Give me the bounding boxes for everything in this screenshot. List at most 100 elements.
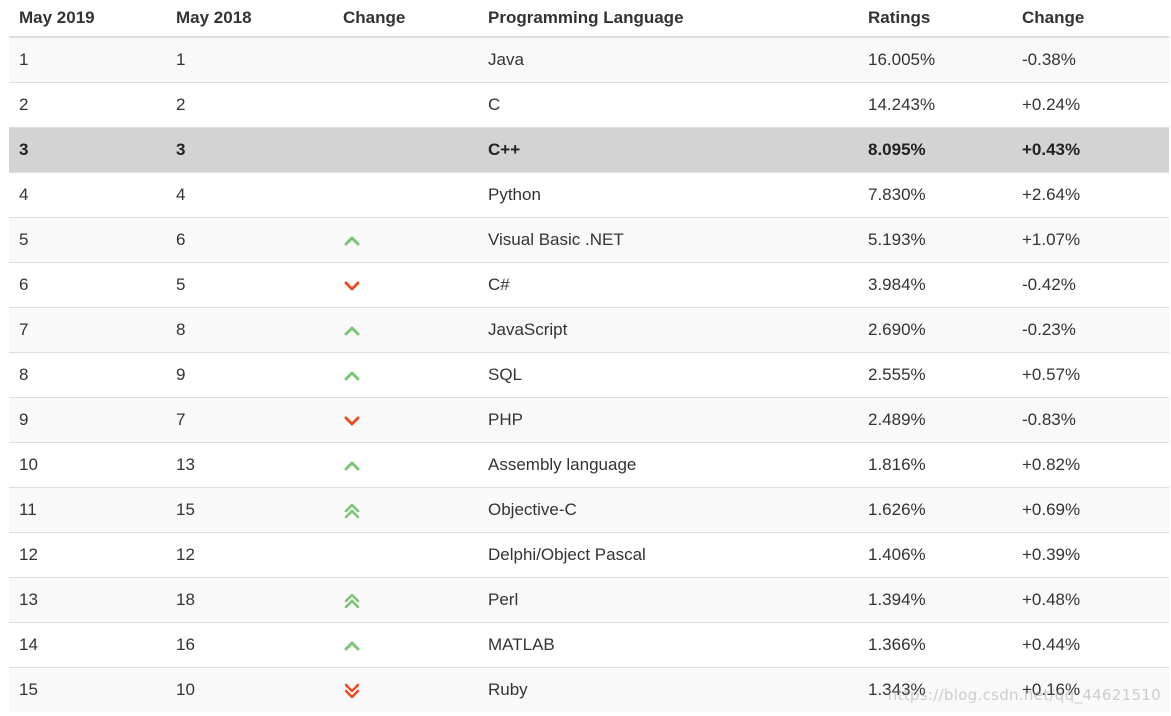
rating-cell: 2.555% xyxy=(868,352,1022,398)
rating-change-cell: +2.64% xyxy=(1022,172,1169,218)
rating-cell: 1.626% xyxy=(868,487,1022,533)
language-cell: C++ xyxy=(488,127,868,173)
trend-cell xyxy=(343,307,488,353)
language-cell: PHP xyxy=(488,397,868,443)
double-chevron-down-icon xyxy=(343,682,361,700)
rank-2018-cell: 18 xyxy=(176,577,343,623)
table-row: 6 5 C# 3.984% -0.42% xyxy=(9,262,1169,308)
chevron-down-icon xyxy=(343,412,361,430)
rank-2018-cell: 15 xyxy=(176,487,343,533)
header-ratings: Ratings xyxy=(868,0,1022,38)
language-cell: Objective-C xyxy=(488,487,868,533)
rank-2019-cell: 12 xyxy=(9,532,176,578)
chevron-up-icon xyxy=(343,637,361,655)
table-row: 14 16 MATLAB 1.366% +0.44% xyxy=(9,622,1169,668)
rating-cell: 2.690% xyxy=(868,307,1022,353)
rank-2019-cell: 7 xyxy=(9,307,176,353)
trend-cell xyxy=(343,577,488,623)
trend-cell xyxy=(343,487,488,533)
rank-2019-cell: 1 xyxy=(9,36,176,83)
rating-cell: 16.005% xyxy=(868,36,1022,83)
table-row: 12 12 Delphi/Object Pascal 1.406% +0.39% xyxy=(9,532,1169,578)
rank-2019-cell: 10 xyxy=(9,442,176,488)
rating-change-cell: -0.42% xyxy=(1022,262,1169,308)
rating-cell: 1.394% xyxy=(868,577,1022,623)
chevron-up-icon xyxy=(343,457,361,475)
rank-2018-cell: 4 xyxy=(176,172,343,218)
rank-2018-cell: 1 xyxy=(176,36,343,83)
language-cell: JavaScript xyxy=(488,307,868,353)
header-programming-language: Programming Language xyxy=(488,0,868,38)
table-row: 10 13 Assembly language 1.816% +0.82% xyxy=(9,442,1169,488)
trend-cell xyxy=(343,127,488,173)
header-row: May 2019 May 2018 Change Programming Lan… xyxy=(9,0,1169,38)
rating-change-cell: -0.83% xyxy=(1022,397,1169,443)
table-row: 11 15 Objective-C 1.626% +0.69% xyxy=(9,487,1169,533)
header-change-rank: Change xyxy=(343,0,488,38)
rating-cell: 8.095% xyxy=(868,127,1022,173)
rank-2019-cell: 8 xyxy=(9,352,176,398)
rating-cell: 1.366% xyxy=(868,622,1022,668)
rank-2018-cell: 6 xyxy=(176,217,343,263)
table-row: 15 10 Ruby 1.343% +0.16% xyxy=(9,667,1169,712)
language-cell: C# xyxy=(488,262,868,308)
rating-cell: 5.193% xyxy=(868,217,1022,263)
trend-cell xyxy=(343,622,488,668)
table-header: May 2019 May 2018 Change Programming Lan… xyxy=(9,0,1169,38)
rank-2019-cell: 6 xyxy=(9,262,176,308)
rating-change-cell: -0.23% xyxy=(1022,307,1169,353)
rating-change-cell: +0.69% xyxy=(1022,487,1169,533)
rank-2019-cell: 9 xyxy=(9,397,176,443)
rating-cell: 3.984% xyxy=(868,262,1022,308)
rank-2018-cell: 8 xyxy=(176,307,343,353)
rank-2019-cell: 3 xyxy=(9,127,176,173)
rank-2018-cell: 9 xyxy=(176,352,343,398)
trend-cell xyxy=(343,397,488,443)
trend-cell xyxy=(343,36,488,83)
double-chevron-up-icon xyxy=(343,592,361,610)
rating-cell: 14.243% xyxy=(868,82,1022,128)
table-row: 7 8 JavaScript 2.690% -0.23% xyxy=(9,307,1169,353)
table-row: 2 2 C 14.243% +0.24% xyxy=(9,82,1169,128)
language-cell: Delphi/Object Pascal xyxy=(488,532,868,578)
rank-2018-cell: 16 xyxy=(176,622,343,668)
language-cell: Ruby xyxy=(488,667,868,712)
table-row: 5 6 Visual Basic .NET 5.193% +1.07% xyxy=(9,217,1169,263)
table-row: 8 9 SQL 2.555% +0.57% xyxy=(9,352,1169,398)
table-row: 1 1 Java 16.005% -0.38% xyxy=(9,36,1169,83)
chevron-up-icon xyxy=(343,232,361,250)
trend-cell xyxy=(343,172,488,218)
rating-cell: 1.816% xyxy=(868,442,1022,488)
ranking-table: May 2019 May 2018 Change Programming Lan… xyxy=(9,0,1169,712)
language-cell: Assembly language xyxy=(488,442,868,488)
header-may-2019: May 2019 xyxy=(9,0,176,38)
language-cell: Java xyxy=(488,36,868,83)
language-cell: Visual Basic .NET xyxy=(488,217,868,263)
rating-change-cell: +0.39% xyxy=(1022,532,1169,578)
rank-2018-cell: 3 xyxy=(176,127,343,173)
rank-2019-cell: 4 xyxy=(9,172,176,218)
rank-2019-cell: 11 xyxy=(9,487,176,533)
table-body: 1 1 Java 16.005% -0.38% 2 2 C 14.243% +0.24% 3 3 C++… xyxy=(9,36,1169,712)
table-row: 13 18 Perl 1.394% +0.48% xyxy=(9,577,1169,623)
rating-cell: 7.830% xyxy=(868,172,1022,218)
header-change-rating: Change xyxy=(1022,0,1169,38)
language-cell: SQL xyxy=(488,352,868,398)
rating-change-cell: +0.16% xyxy=(1022,667,1169,712)
table-row: 3 3 C++ 8.095% +0.43% xyxy=(9,127,1169,173)
trend-cell xyxy=(343,442,488,488)
rank-2019-cell: 14 xyxy=(9,622,176,668)
table-row: 9 7 PHP 2.489% -0.83% xyxy=(9,397,1169,443)
trend-cell xyxy=(343,262,488,308)
rating-change-cell: +0.48% xyxy=(1022,577,1169,623)
double-chevron-up-icon xyxy=(343,502,361,520)
rank-2019-cell: 15 xyxy=(9,667,176,712)
rank-2018-cell: 12 xyxy=(176,532,343,578)
rank-2018-cell: 13 xyxy=(176,442,343,488)
rank-2018-cell: 7 xyxy=(176,397,343,443)
rank-2018-cell: 5 xyxy=(176,262,343,308)
language-cell: MATLAB xyxy=(488,622,868,668)
rating-change-cell: +0.57% xyxy=(1022,352,1169,398)
trend-cell xyxy=(343,217,488,263)
rating-change-cell: -0.38% xyxy=(1022,36,1169,83)
